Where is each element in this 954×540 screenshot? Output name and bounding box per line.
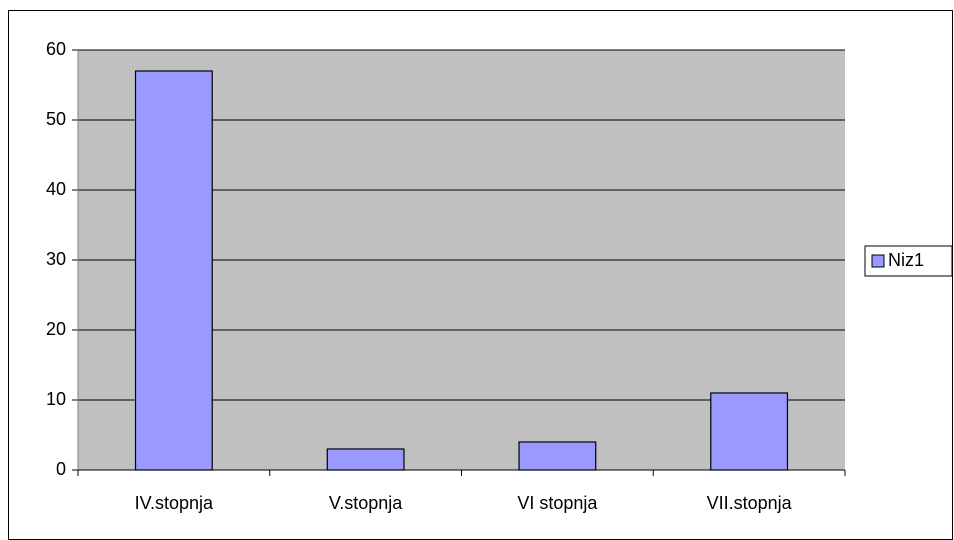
y-tick-label: 0 xyxy=(56,459,66,479)
bar xyxy=(134,70,213,471)
y-tick-label: 30 xyxy=(46,249,66,269)
bar xyxy=(710,392,789,471)
bar xyxy=(326,448,405,471)
bar xyxy=(518,441,597,471)
y-tick-label: 50 xyxy=(46,109,66,129)
x-tick-label: VII.stopnja xyxy=(707,493,793,513)
y-tick-label: 60 xyxy=(46,39,66,59)
legend-label: Niz1 xyxy=(888,250,924,270)
x-tick-label: IV.stopnja xyxy=(135,493,214,513)
y-tick-label: 20 xyxy=(46,319,66,339)
y-tick-label: 10 xyxy=(46,389,66,409)
y-tick-label: 40 xyxy=(46,179,66,199)
x-tick-label: V.stopnja xyxy=(329,493,403,513)
x-tick-label: VI stopnja xyxy=(517,493,598,513)
legend-swatch xyxy=(871,254,885,268)
